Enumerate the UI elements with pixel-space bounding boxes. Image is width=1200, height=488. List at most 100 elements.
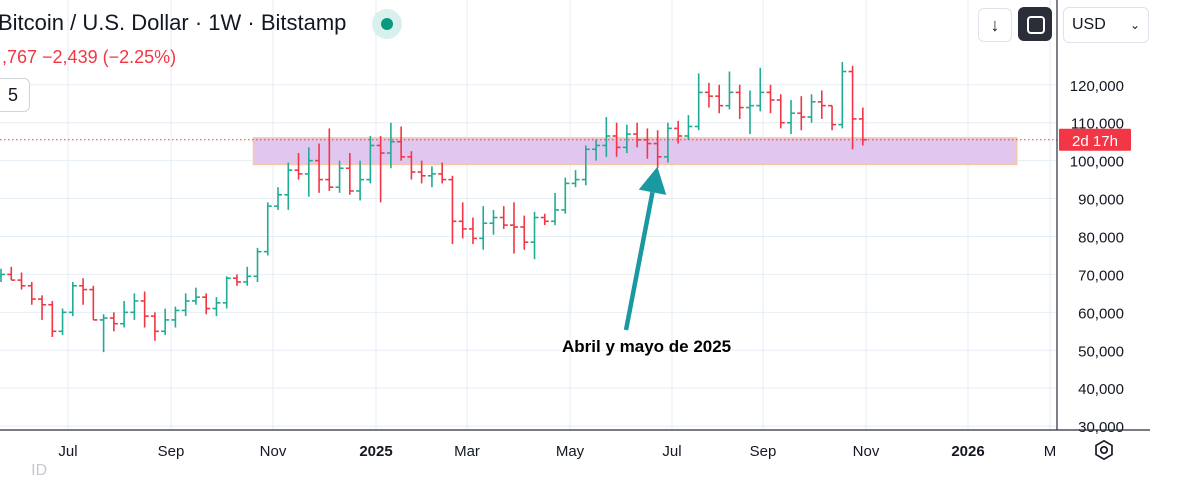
arrow-head: [638, 166, 667, 195]
ohlc-bar: [68, 281, 77, 317]
ohlc-bar: [551, 192, 560, 226]
scroll-to-latest-button[interactable]: ↓: [978, 8, 1012, 42]
ohlc-bar: [120, 300, 129, 328]
ohlc-bar: [89, 285, 98, 321]
ohlc-bar: [407, 151, 416, 180]
symbol-title[interactable]: Bitcoin / U.S. Dollar · 1W · Bitstamp: [0, 10, 347, 35]
ohlc-bar: [725, 71, 734, 110]
ohlc-bar: [38, 295, 47, 320]
ohlc-bar: [581, 145, 590, 186]
ohlc-bar: [479, 206, 488, 250]
ohlc-bar: [807, 94, 816, 123]
ohlc-bar: [304, 147, 313, 197]
ohlc-bar: [663, 122, 672, 163]
ohlc-bar: [828, 104, 837, 131]
ohlc-bar: [448, 175, 457, 245]
ohlc-bar: [366, 135, 375, 184]
fullscreen-icon[interactable]: [1018, 7, 1052, 41]
ohlc-bar: [232, 274, 241, 286]
ohlc-bar: [602, 117, 611, 157]
support-zone: [252, 137, 1018, 166]
ohlc-bar: [684, 115, 693, 140]
price-tick-label: 60,000: [1078, 305, 1124, 322]
time-axis[interactable]: Jul Sep Nov 2025 Mar May Jul Sep Nov 2026 M: [0, 429, 1150, 460]
ohlc-bar: [253, 247, 262, 282]
ohlc-bar: [325, 128, 334, 191]
ohlc-bar: [704, 82, 713, 108]
price-tag-background: [1059, 128, 1131, 151]
ohlc-bar: [530, 211, 539, 260]
ohlc-bar: [140, 291, 149, 328]
ohlc-bar: [715, 84, 724, 114]
ohlc-bar: [520, 215, 529, 250]
ohlc-bar: [99, 314, 108, 353]
ohlc-bar: [294, 153, 303, 180]
ohlc-bar: [0, 268, 5, 282]
ohlc-bar: [79, 278, 88, 305]
currency-select[interactable]: USD ⌄: [1063, 7, 1149, 43]
ohlc-bar: [376, 135, 385, 203]
ohlc-bar: [838, 62, 847, 129]
ohlc-bar: [171, 306, 180, 328]
currency-label: USD: [1072, 16, 1106, 33]
ohlc-bar: [243, 266, 252, 286]
ohlc-bar: [150, 312, 159, 341]
price-tag-countdown: 2d 17h: [1072, 133, 1118, 150]
ohlc-bar: [7, 266, 16, 281]
ohlc-bar: [499, 206, 508, 229]
price-tick-label: 70,000: [1078, 267, 1124, 284]
market-open-dot-icon: [372, 9, 402, 39]
time-tick-label: Jul: [58, 443, 77, 460]
ohlc-bar: [735, 84, 744, 119]
ohlc-bar: [756, 67, 765, 112]
ohlc-bar: [284, 162, 293, 210]
ohlc-bar: [653, 130, 662, 169]
time-tick-label: 2025: [359, 443, 392, 460]
ohlc-bar: [17, 272, 26, 290]
ohlc-bar: [427, 166, 436, 188]
ohlc-bar: [787, 99, 796, 135]
ohlc-bar: [489, 209, 498, 235]
ohlc-bar: [48, 300, 57, 337]
ohlc-bar: [468, 217, 477, 245]
ohlc-bar: [540, 213, 549, 226]
time-tick-label: Sep: [750, 443, 777, 460]
ohlc-bar: [674, 120, 683, 144]
ohlc-bar: [58, 308, 67, 336]
time-tick-label: Nov: [853, 443, 880, 460]
last-price-tag: 2d 17h: [1059, 128, 1131, 151]
ohlc-bar: [510, 202, 518, 254]
ohlc-bars: [0, 62, 867, 353]
price-tick-label: 30,000: [1078, 419, 1124, 436]
price-axis[interactable]: 30,000 40,000 50,000 60,000 70,000 80,000 90,0…: [1056, 0, 1124, 436]
interval-input[interactable]: 5: [0, 78, 30, 112]
price-tick-label: 120,000: [1070, 78, 1124, 95]
chevron-down-icon: ⌄: [1129, 18, 1140, 32]
ohlc-bar: [202, 293, 211, 315]
price-tick-label: 90,000: [1078, 192, 1124, 209]
time-tick-label: Jul: [662, 443, 681, 460]
ohlc-bar: [274, 187, 283, 210]
annotation-arrow: [623, 166, 667, 331]
ohlc-bar: [397, 126, 406, 161]
time-tick-label: Nov: [260, 443, 287, 460]
ohlc-bar: [571, 170, 580, 188]
ohlc-bar: [130, 293, 139, 320]
time-tick-label: M: [1044, 443, 1057, 460]
ohlc-bar: [417, 160, 426, 184]
ohlc-bar: [191, 287, 200, 305]
ohlc-bar: [797, 96, 806, 131]
gear-icon[interactable]: [1093, 439, 1115, 461]
ohlc-bar: [335, 160, 344, 193]
ohlc-bar: [345, 153, 354, 195]
ohlc-bar: [109, 312, 118, 332]
arrow-shaft: [623, 191, 655, 331]
ohlc-bar: [212, 297, 221, 317]
annotation-text: Abril y mayo de 2025: [562, 337, 732, 356]
price-tick-label: 50,000: [1078, 343, 1124, 360]
ohlc-bar: [438, 162, 447, 184]
time-tick-label: Mar: [454, 443, 480, 460]
ohlc-bar: [386, 122, 395, 169]
ohlc-bar: [592, 139, 601, 161]
